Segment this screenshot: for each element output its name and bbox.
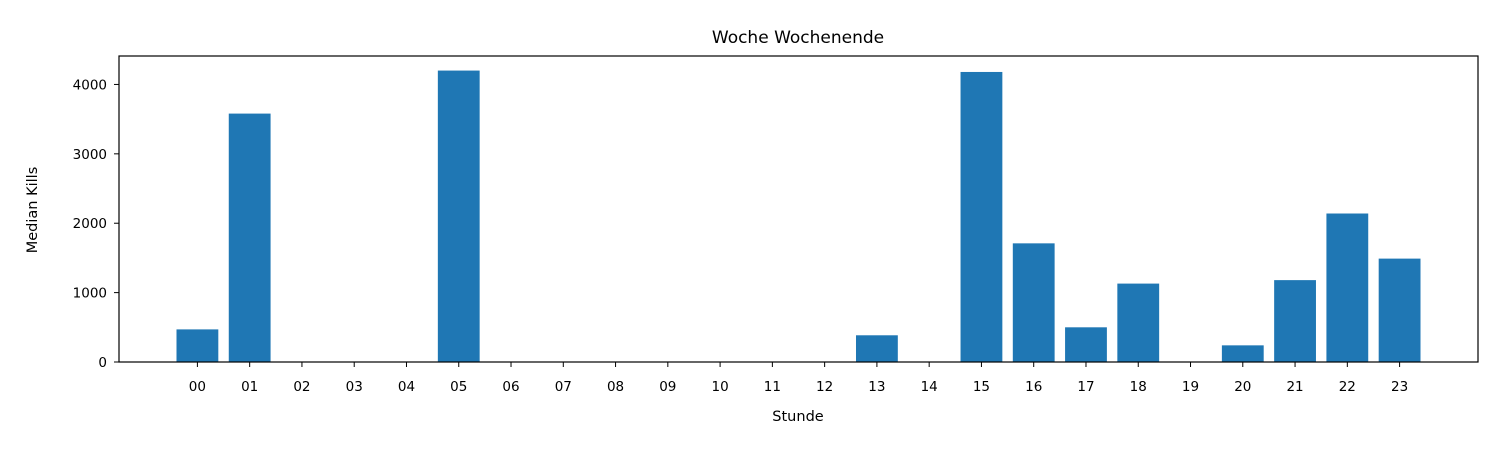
chart-title: Woche Wochenende — [712, 28, 884, 48]
x-tick-label: 07 — [555, 379, 572, 395]
bar-05 — [437, 70, 480, 363]
y-tick-label: 4000 — [73, 77, 107, 93]
x-tick-label: 22 — [1339, 379, 1356, 395]
x-tick-label: 19 — [1182, 379, 1199, 395]
bar-13 — [855, 335, 898, 362]
x-tick-label: 16 — [1025, 379, 1042, 395]
y-axis-label: Median Kills — [25, 167, 41, 254]
x-tick-label: 02 — [293, 379, 310, 395]
plot-frame — [118, 55, 1479, 363]
x-axis-ticks: 00 01 02 03 04 05 06 07 08 09 10 11 12 13 14 15 16 17 18 19… — [189, 362, 1408, 395]
x-tick-label: 09 — [659, 379, 676, 395]
x-tick-label: 18 — [1130, 379, 1147, 395]
x-tick-label: 08 — [607, 379, 624, 395]
bar-18 — [1117, 283, 1160, 362]
y-tick-label: 3000 — [73, 147, 107, 163]
x-tick-label: 11 — [764, 379, 781, 395]
bar-17 — [1065, 327, 1107, 362]
x-tick-label: 23 — [1391, 379, 1408, 395]
y-axis-ticks: 0 1000 2000 3000 4000 — [73, 77, 119, 371]
x-tick-label: 15 — [973, 379, 990, 395]
bar-16 — [1012, 243, 1055, 362]
bar-01 — [228, 113, 271, 363]
x-tick-label: 00 — [189, 379, 206, 395]
y-tick-label: 1000 — [73, 286, 107, 302]
x-tick-label: 01 — [241, 379, 258, 395]
x-tick-label: 14 — [921, 379, 938, 395]
x-tick-label: 13 — [868, 379, 885, 395]
x-tick-label: 20 — [1234, 379, 1251, 395]
x-tick-label: 10 — [712, 379, 729, 395]
bars-layer — [176, 70, 1421, 363]
x-tick-label: 12 — [816, 379, 833, 395]
bar-21 — [1274, 280, 1316, 362]
y-tick-label: 2000 — [73, 216, 107, 232]
x-tick-label: 05 — [450, 379, 467, 395]
x-tick-label: 17 — [1077, 379, 1094, 395]
x-tick-label: 06 — [502, 379, 519, 395]
bar-23 — [1378, 258, 1421, 362]
x-tick-label: 21 — [1286, 379, 1303, 395]
bar-22 — [1326, 213, 1369, 362]
bar-20 — [1221, 345, 1264, 362]
bar-15 — [960, 71, 1003, 363]
bar-00 — [176, 329, 219, 362]
x-tick-label: 03 — [346, 379, 363, 395]
x-tick-label: 04 — [398, 379, 415, 395]
x-axis-label: Stunde — [772, 409, 823, 425]
y-tick-label: 0 — [98, 355, 107, 371]
